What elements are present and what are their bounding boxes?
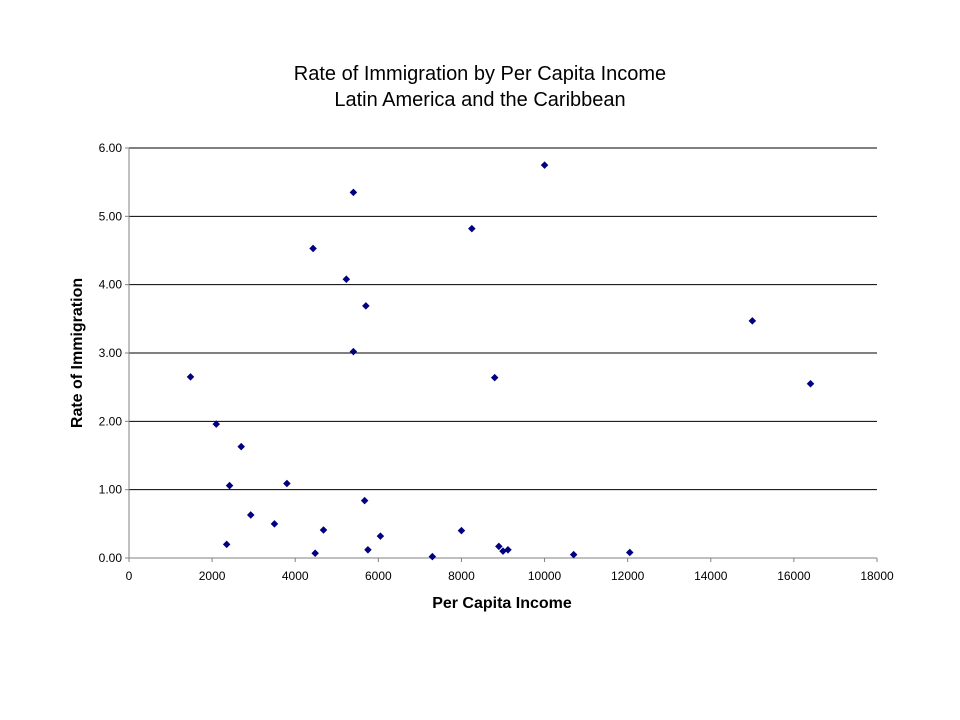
data-point xyxy=(504,546,512,554)
x-tick-label: 2000 xyxy=(199,569,226,583)
data-point xyxy=(360,496,369,505)
data-point xyxy=(376,532,385,540)
data-point xyxy=(212,420,221,428)
data-point xyxy=(625,548,634,557)
y-tick-label: 2.00 xyxy=(99,414,123,428)
x-tick-label: 18000 xyxy=(860,569,894,583)
axes xyxy=(125,147,878,562)
data-point xyxy=(342,275,351,283)
data-point xyxy=(349,188,358,197)
data-point xyxy=(309,244,317,253)
data-point xyxy=(540,161,549,169)
data-point xyxy=(468,224,476,233)
data-point xyxy=(748,317,757,325)
data-point xyxy=(349,347,358,356)
data-point xyxy=(283,479,291,488)
data-point xyxy=(222,540,231,549)
chart-subtitle: Latin America and the Caribbean xyxy=(334,89,625,111)
data-point xyxy=(364,546,372,554)
y-tick-labels: 0.00 1.00 2.00 3.00 4.00 5.00 6.00 xyxy=(99,141,123,565)
data-point xyxy=(237,442,245,451)
data-point xyxy=(186,373,195,381)
data-point xyxy=(457,526,466,535)
y-tick-label: 1.00 xyxy=(99,483,123,497)
y-tick-label: 4.00 xyxy=(99,278,123,292)
x-tick-label: 12000 xyxy=(611,569,645,583)
y-tick-label: 0.00 xyxy=(99,551,123,565)
data-point xyxy=(495,542,503,551)
y-tick-label: 3.00 xyxy=(99,346,123,360)
gridlines xyxy=(129,147,877,491)
data-point xyxy=(806,379,815,388)
data-point xyxy=(311,549,319,557)
x-tick-label: 0 xyxy=(126,569,133,583)
chart-title: Rate of Immigration by Per Capita Income xyxy=(294,63,666,85)
data-point xyxy=(490,373,499,382)
x-axis-title: Per Capita Income xyxy=(432,595,572,612)
data-point xyxy=(225,481,234,490)
x-tick-label: 6000 xyxy=(365,569,392,583)
data-point xyxy=(270,520,279,528)
data-point xyxy=(428,552,437,561)
data-point xyxy=(246,511,255,519)
data-point xyxy=(362,302,370,310)
x-tick-label: 8000 xyxy=(448,569,475,583)
data-point xyxy=(319,526,328,534)
data-point xyxy=(569,550,578,559)
data-points xyxy=(186,161,815,561)
x-tick-label: 4000 xyxy=(282,569,309,583)
y-axis-title: Rate of Immigration xyxy=(69,278,86,428)
x-tick-labels: 0 2000 4000 6000 8000 10000 12000 14000 16000 180… xyxy=(126,569,894,583)
x-tick-label: 10000 xyxy=(528,569,562,583)
y-tick-label: 5.00 xyxy=(99,209,123,223)
x-tick-label: 14000 xyxy=(694,569,728,583)
x-tick-label: 16000 xyxy=(777,569,811,583)
y-tick-label: 6.00 xyxy=(99,141,123,155)
